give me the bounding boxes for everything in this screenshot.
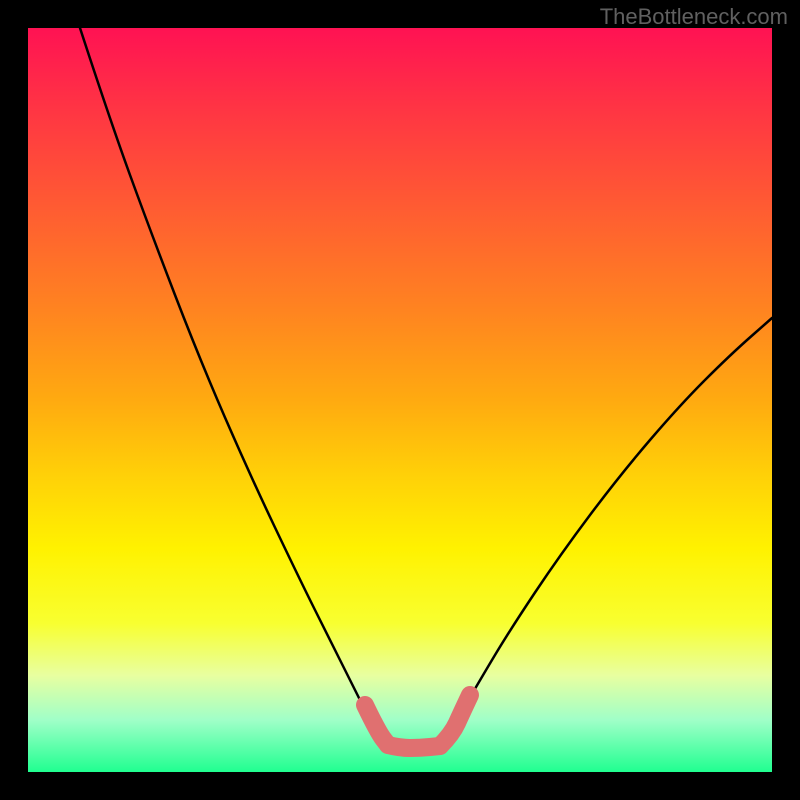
chart-plot-area <box>28 28 772 772</box>
bottleneck-chart <box>0 0 800 800</box>
watermark-text: TheBottleneck.com <box>600 4 788 30</box>
